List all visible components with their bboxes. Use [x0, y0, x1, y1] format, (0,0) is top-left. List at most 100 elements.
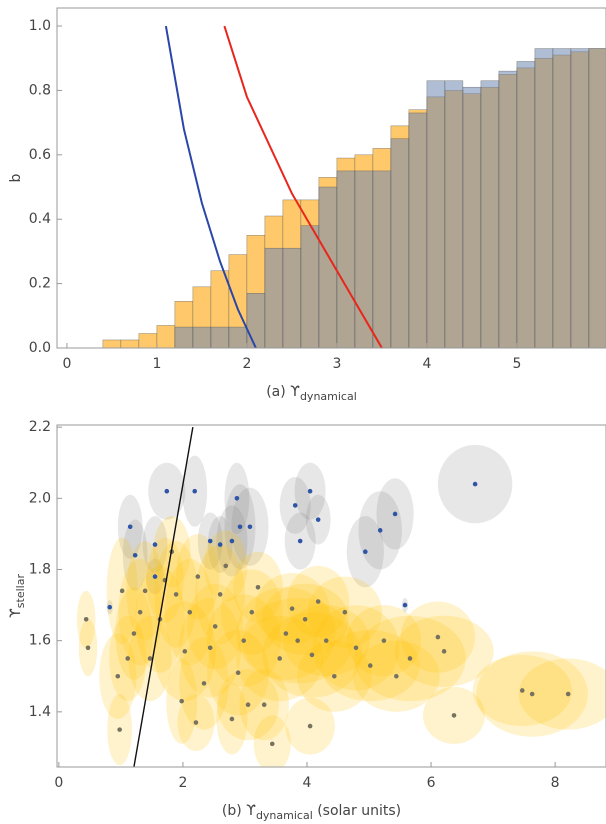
bar: [516, 61, 536, 348]
bar: [444, 80, 464, 348]
point: [223, 563, 229, 569]
point: [472, 481, 478, 487]
x-tick-label: 4: [422, 356, 431, 372]
point: [132, 552, 138, 558]
point: [182, 649, 188, 654]
x-axis-label: (b) ϒdynamical (solar units): [222, 803, 401, 822]
point: [315, 599, 321, 604]
fit-line: [133, 427, 194, 767]
point: [152, 574, 158, 579]
point: [142, 588, 148, 594]
curve: [223, 25, 383, 348]
point: [179, 698, 184, 704]
bar: [480, 80, 500, 348]
y-tick-label: 2.2: [29, 419, 51, 435]
bar: [174, 326, 194, 348]
error-ellipse: [253, 715, 291, 767]
point: [217, 542, 223, 547]
y-tick-label: 0.2: [29, 276, 51, 292]
point: [245, 702, 251, 708]
point: [441, 649, 447, 654]
point: [115, 673, 121, 679]
plot-area: [102, 25, 606, 348]
point: [164, 488, 170, 494]
point: [217, 592, 223, 597]
point: [249, 609, 255, 615]
point: [377, 528, 383, 533]
bar: [534, 48, 554, 348]
point: [295, 638, 300, 643]
point: [247, 524, 253, 530]
bar: [120, 339, 140, 348]
bar: [498, 70, 518, 348]
x-axis-label-text: (a) ϒ: [266, 384, 300, 400]
y-tick-label: 0.8: [29, 82, 51, 98]
x-tick-label: 5: [512, 356, 521, 372]
bar: [300, 225, 320, 348]
point: [119, 588, 125, 594]
bar: [354, 170, 374, 348]
curve: [164, 25, 257, 348]
point: [353, 645, 359, 651]
x-axis-label: (a) ϒdynamical: [266, 384, 357, 403]
point: [302, 617, 308, 622]
ellipses: [76, 444, 606, 767]
bar: [372, 170, 392, 348]
point: [342, 609, 348, 615]
point: [212, 624, 218, 629]
x-tick-label: 8: [551, 775, 560, 791]
point: [307, 488, 313, 494]
bar: [426, 80, 446, 348]
y-axis-label: b: [8, 173, 24, 182]
panel: 0 1 2 3 4 5 0.0 0.2 0.4 0.6 0.8 1.0 (a) ϒdynamical b: [8, 7, 606, 403]
y-tick-label: 1.0: [29, 18, 51, 34]
point: [201, 681, 207, 686]
point: [283, 631, 289, 636]
point: [85, 645, 91, 651]
x-tick-label: 2: [242, 356, 251, 372]
point: [229, 538, 235, 544]
bar: [192, 326, 212, 348]
bar: [138, 333, 158, 348]
point: [381, 638, 387, 643]
point: [147, 656, 153, 661]
y-tick-label: 1.6: [29, 633, 51, 649]
x-tick-label: 3: [332, 356, 341, 372]
x-axis-label-subscript: dynamical: [300, 390, 357, 403]
y-tick-label: 0.4: [29, 211, 51, 227]
point: [83, 617, 89, 622]
x-axis-label-suffix: (solar units): [313, 803, 401, 819]
point: [529, 691, 535, 697]
frame: [56, 7, 606, 349]
x-tick-label: 0: [62, 356, 71, 372]
x-tick-label: 4: [303, 775, 312, 791]
bar: [156, 325, 176, 348]
bar: [552, 48, 572, 348]
bar: [228, 326, 248, 348]
point: [107, 604, 113, 610]
point: [255, 584, 261, 590]
point: [173, 592, 179, 597]
frame: [56, 424, 606, 768]
point: [289, 606, 295, 611]
y-tick-label: 2.0: [29, 490, 51, 506]
point: [229, 716, 235, 722]
point: [402, 602, 408, 608]
point: [269, 741, 275, 747]
point: [565, 691, 571, 697]
bar: [336, 170, 356, 348]
x-tick-label: 1: [152, 356, 161, 372]
point: [117, 727, 122, 732]
bar: [390, 138, 410, 348]
point: [234, 496, 240, 501]
bar: [462, 86, 482, 348]
bar: [408, 112, 428, 348]
point: [519, 688, 525, 693]
point: [237, 524, 243, 530]
x-tick-label: 2: [178, 775, 187, 791]
point: [193, 720, 199, 725]
point: [192, 488, 198, 494]
y-tick-label: 1.8: [29, 561, 51, 577]
bar: [264, 247, 284, 348]
point: [127, 524, 133, 530]
